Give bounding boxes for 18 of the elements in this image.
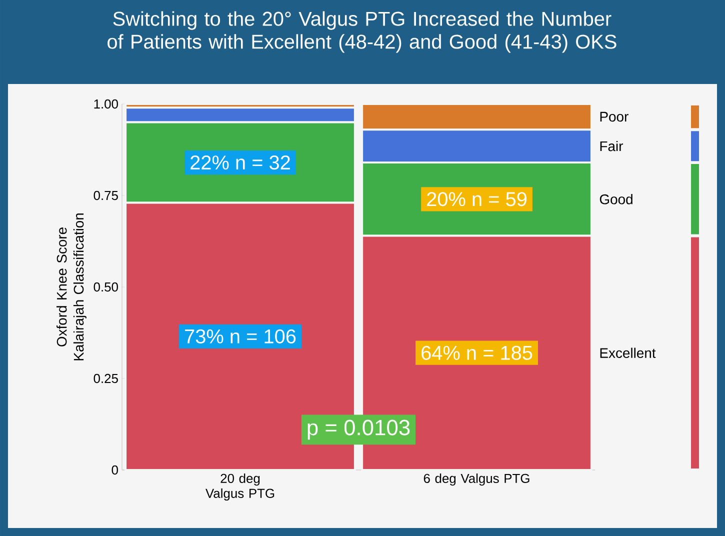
series-label: Excellent: [600, 348, 656, 358]
y-tick-label: 0.75: [94, 190, 118, 200]
data-label: 20% n = 59: [427, 192, 526, 206]
x-tick-label: 20 deg Valgus PTG: [206, 474, 274, 501]
data-label: 22% n = 32: [190, 155, 290, 170]
series-label: Good: [600, 194, 632, 204]
series-label: Fair: [600, 140, 623, 152]
data-label: 73% n = 106: [185, 329, 296, 344]
y-tick-label: 1.00: [94, 99, 118, 109]
y-tick-label: 0: [112, 465, 118, 475]
y-axis-title: Oxford Knee Score Kalairajah Classification: [56, 213, 86, 360]
x-tick-label: 6 deg Valgus PTG: [424, 474, 530, 486]
chart-title: Switching to the 20° Valgus PTG Increased the Number of Patients with Excellent (48-42) and Good (41-43) OKS: [108, 11, 616, 53]
y-tick-label: 0.25: [94, 374, 118, 384]
data-label: 64% n = 185: [422, 346, 532, 360]
y-tick-label: 0.50: [94, 282, 118, 292]
annotation: p = 0.0103: [308, 420, 410, 440]
series-label: Poor: [600, 112, 628, 122]
